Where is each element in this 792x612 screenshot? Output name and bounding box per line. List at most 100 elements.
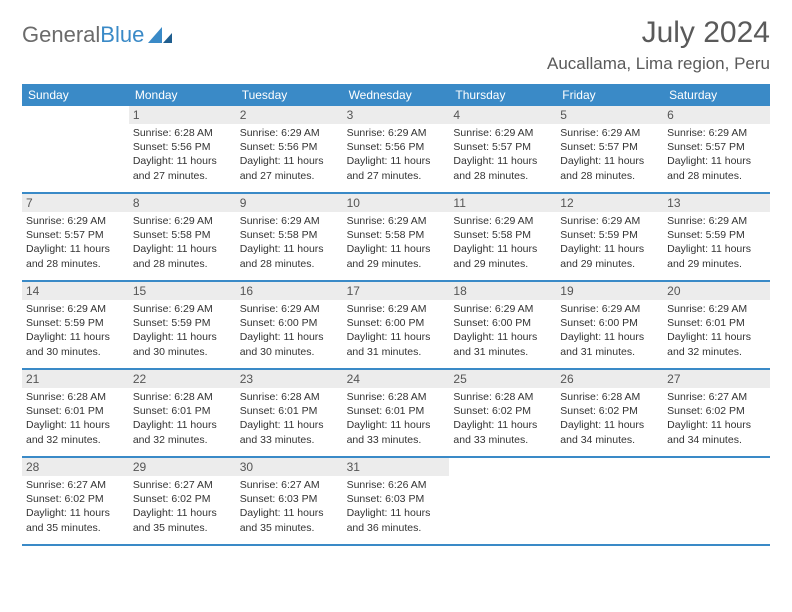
daylight-text: Daylight: 11 hours and 30 minutes. (240, 330, 339, 358)
day-body: Sunrise: 6:28 AMSunset: 6:01 PMDaylight:… (26, 390, 125, 447)
daylight-text: Daylight: 11 hours and 28 minutes. (560, 154, 659, 182)
day-number: 20 (663, 282, 770, 300)
sunrise-text: Sunrise: 6:29 AM (26, 214, 125, 228)
sunrise-text: Sunrise: 6:28 AM (347, 390, 446, 404)
sunset-text: Sunset: 5:57 PM (453, 140, 552, 154)
day-cell (22, 106, 129, 192)
sunrise-text: Sunrise: 6:28 AM (133, 390, 232, 404)
sunset-text: Sunset: 6:00 PM (453, 316, 552, 330)
sunrise-text: Sunrise: 6:28 AM (453, 390, 552, 404)
day-cell: 13Sunrise: 6:29 AMSunset: 5:59 PMDayligh… (663, 194, 770, 280)
day-cell: 28Sunrise: 6:27 AMSunset: 6:02 PMDayligh… (22, 458, 129, 544)
day-number: 15 (129, 282, 236, 300)
daylight-text: Daylight: 11 hours and 28 minutes. (667, 154, 766, 182)
week-row: 7Sunrise: 6:29 AMSunset: 5:57 PMDaylight… (22, 194, 770, 282)
brand-part2: Blue (100, 22, 144, 48)
sunset-text: Sunset: 5:59 PM (26, 316, 125, 330)
day-number: 25 (449, 370, 556, 388)
day-body: Sunrise: 6:28 AMSunset: 6:02 PMDaylight:… (453, 390, 552, 447)
day-body: Sunrise: 6:29 AMSunset: 5:56 PMDaylight:… (347, 126, 446, 183)
day-cell: 21 Sunrise: 6:28 AMSunset: 6:01 PMDayligh… (22, 370, 129, 456)
sunrise-text: Sunrise: 6:29 AM (347, 302, 446, 316)
day-body: Sunrise: 6:29 AMSunset: 5:59 PMDaylight:… (26, 302, 125, 359)
daylight-text: Daylight: 11 hours and 31 minutes. (560, 330, 659, 358)
day-number: 11 (449, 194, 556, 212)
day-cell: 8Sunrise: 6:29 AMSunset: 5:58 PMDaylight… (129, 194, 236, 280)
day-body: Sunrise: 6:29 AMSunset: 5:57 PMDaylight:… (26, 214, 125, 271)
day-body: Sunrise: 6:29 AMSunset: 6:00 PMDaylight:… (347, 302, 446, 359)
day-cell: 29Sunrise: 6:27 AMSunset: 6:02 PMDayligh… (129, 458, 236, 544)
day-body: Sunrise: 6:28 AMSunset: 6:01 PMDaylight:… (240, 390, 339, 447)
week-row: 21Sunrise: 6:28 AMSunset: 6:01 PMDayligh… (22, 370, 770, 458)
day-number: 30 (236, 458, 343, 476)
sunrise-text: Sunrise: 6:27 AM (133, 478, 232, 492)
day-number: 18 (449, 282, 556, 300)
sunset-text: Sunset: 5:59 PM (560, 228, 659, 242)
sunset-text: Sunset: 6:03 PM (240, 492, 339, 506)
sunset-text: Sunset: 5:56 PM (133, 140, 232, 154)
day-cell: 16Sunrise: 6:29 AMSunset: 6:00 PMDayligh… (236, 282, 343, 368)
daylight-text: Daylight: 11 hours and 27 minutes. (240, 154, 339, 182)
day-number: 21 (22, 370, 129, 388)
day-body: Sunrise: 6:27 AMSunset: 6:02 PMDaylight:… (26, 478, 125, 535)
sunrise-text: Sunrise: 6:28 AM (26, 390, 125, 404)
sunset-text: Sunset: 5:59 PM (133, 316, 232, 330)
day-body: Sunrise: 6:28 AMSunset: 5:56 PMDaylight:… (133, 126, 232, 183)
sunset-text: Sunset: 6:01 PM (667, 316, 766, 330)
daylight-text: Daylight: 11 hours and 32 minutes. (26, 418, 125, 446)
sunrise-text: Sunrise: 6:29 AM (133, 214, 232, 228)
day-number: 19 (556, 282, 663, 300)
title-block: July 2024 Aucallama, Lima region, Peru (547, 16, 770, 74)
day-cell: 1Sunrise: 6:28 AMSunset: 5:56 PMDaylight… (129, 106, 236, 192)
day-cell: 9Sunrise: 6:29 AMSunset: 5:58 PMDaylight… (236, 194, 343, 280)
sunset-text: Sunset: 6:01 PM (133, 404, 232, 418)
sunrise-text: Sunrise: 6:29 AM (133, 302, 232, 316)
day-cell: 23 Sunrise: 6:28 AMSunset: 6:01 PMDayligh… (236, 370, 343, 456)
sunset-text: Sunset: 5:58 PM (453, 228, 552, 242)
day-number: 27 (663, 370, 770, 388)
day-body: Sunrise: 6:27 AMSunset: 6:03 PMDaylight:… (240, 478, 339, 535)
location-label: Aucallama, Lima region, Peru (547, 54, 770, 74)
sunset-text: Sunset: 6:02 PM (133, 492, 232, 506)
daylight-text: Daylight: 11 hours and 32 minutes. (667, 330, 766, 358)
sunset-text: Sunset: 5:56 PM (240, 140, 339, 154)
day-cell: 20Sunrise: 6:29 AMSunset: 6:01 PMDayligh… (663, 282, 770, 368)
daylight-text: Daylight: 11 hours and 34 minutes. (667, 418, 766, 446)
day-cell: 4Sunrise: 6:29 AMSunset: 5:57 PMDaylight… (449, 106, 556, 192)
day-number: 13 (663, 194, 770, 212)
daylight-text: Daylight: 11 hours and 35 minutes. (26, 506, 125, 534)
month-title: July 2024 (547, 16, 770, 50)
day-body: Sunrise: 6:29 AMSunset: 5:59 PMDaylight:… (560, 214, 659, 271)
day-number: 4 (449, 106, 556, 124)
sunrise-text: Sunrise: 6:27 AM (26, 478, 125, 492)
sunrise-text: Sunrise: 6:27 AM (667, 390, 766, 404)
sunrise-text: Sunrise: 6:26 AM (347, 478, 446, 492)
daylight-text: Daylight: 11 hours and 28 minutes. (133, 242, 232, 270)
weekday-label: Friday (556, 84, 663, 106)
day-number: 2 (236, 106, 343, 124)
brand-logo: GeneralBlue (22, 22, 172, 48)
daylight-text: Daylight: 11 hours and 27 minutes. (347, 154, 446, 182)
weeks-container: 1Sunrise: 6:28 AMSunset: 5:56 PMDaylight… (22, 106, 770, 546)
day-cell (556, 458, 663, 544)
daylight-text: Daylight: 11 hours and 32 minutes. (133, 418, 232, 446)
sunset-text: Sunset: 6:01 PM (240, 404, 339, 418)
day-cell: 25 Sunrise: 6:28 AMSunset: 6:02 PMDayligh… (449, 370, 556, 456)
sunrise-text: Sunrise: 6:28 AM (240, 390, 339, 404)
sunset-text: Sunset: 6:02 PM (26, 492, 125, 506)
day-cell: 14 Sunrise: 6:29 AMSunset: 5:59 PMDayligh… (22, 282, 129, 368)
calendar: Sunday Monday Tuesday Wednesday Thursday… (22, 84, 770, 546)
sunrise-text: Sunrise: 6:27 AM (240, 478, 339, 492)
day-number: 6 (663, 106, 770, 124)
day-number: 23 (236, 370, 343, 388)
day-number: 14 (22, 282, 129, 300)
day-number: 16 (236, 282, 343, 300)
daylight-text: Daylight: 11 hours and 29 minutes. (560, 242, 659, 270)
day-cell: 17Sunrise: 6:29 AMSunset: 6:00 PMDayligh… (343, 282, 450, 368)
day-cell: 2 Sunrise: 6:29 AMSunset: 5:56 PMDaylight… (236, 106, 343, 192)
day-body: Sunrise: 6:29 AMSunset: 5:58 PMDaylight:… (240, 214, 339, 271)
sunrise-text: Sunrise: 6:29 AM (240, 126, 339, 140)
sunset-text: Sunset: 5:58 PM (133, 228, 232, 242)
day-cell: 18Sunrise: 6:29 AMSunset: 6:00 PMDayligh… (449, 282, 556, 368)
sunset-text: Sunset: 6:01 PM (26, 404, 125, 418)
